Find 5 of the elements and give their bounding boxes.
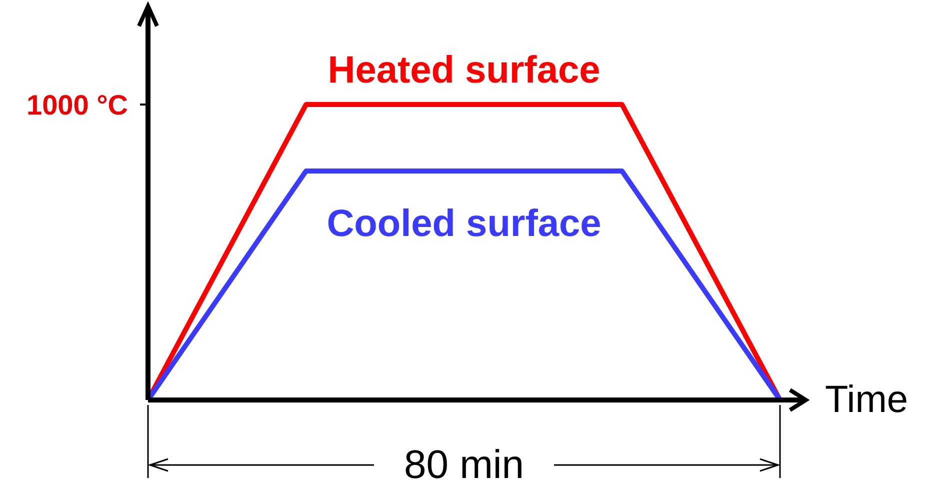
text: 80 min bbox=[404, 443, 524, 481]
series-label: Heated surface bbox=[328, 50, 600, 92]
series-label: Cooled surface bbox=[326, 203, 602, 246]
text: 1000 °C bbox=[26, 90, 128, 121]
x-axis-title: Time bbox=[825, 379, 908, 421]
